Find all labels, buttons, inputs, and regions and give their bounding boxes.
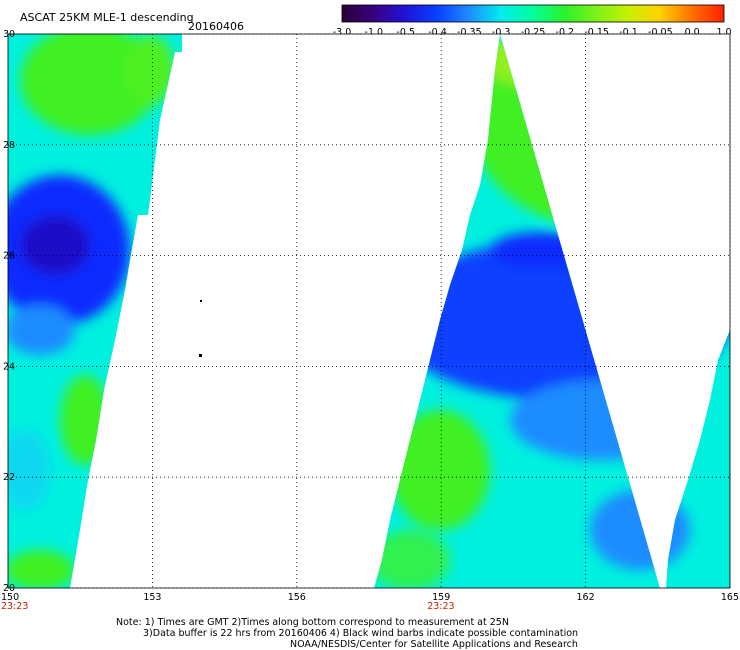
colorbar-tick-label: -0.35 xyxy=(457,27,482,38)
colorbar-tick-label: -0.4 xyxy=(428,27,447,38)
longitude-tick-label: 156 xyxy=(288,592,306,603)
colorbar-tick-label: -3.0 xyxy=(333,27,352,38)
latitude-tick-label: 26 xyxy=(3,251,15,262)
footer-note-2: 3)Data buffer is 22 hrs from 20160406 4)… xyxy=(143,628,578,639)
longitude-tick-labels: 150 153 156 159 162 165 xyxy=(1,592,739,603)
colorbar-tick-label: -0.2 xyxy=(556,27,575,38)
footer-credit: NOAA/NESDIS/Center for Satellite Applica… xyxy=(290,639,578,650)
colorbar-tick-label: -0.15 xyxy=(584,27,609,38)
pass-time-labels: 23:23 23:23 xyxy=(1,601,455,612)
colorbar-tick-label: 1.0 xyxy=(716,27,731,38)
latitude-tick-label: 20 xyxy=(3,583,15,594)
longitude-tick-label: 150 xyxy=(1,592,19,603)
colorbar-tick-label: -0.25 xyxy=(521,27,546,38)
chart-date: 20160406 xyxy=(188,20,244,33)
longitude-tick-label: 165 xyxy=(721,592,739,603)
longitude-tick-label: 159 xyxy=(432,592,450,603)
map-border xyxy=(7,33,731,589)
latitude-tick-label: 30 xyxy=(3,29,15,40)
longitude-tick-label: 153 xyxy=(143,592,161,603)
colorbar-labels: -3.0 -1.0 -0.5 -0.4 -0.35 -0.3 -0.25 -0.2 -0.15-… xyxy=(333,27,732,38)
chart-title: ASCAT 25KM MLE-1 descending xyxy=(20,11,194,24)
colorbar-tick-label: -1.0 xyxy=(365,27,384,38)
colorbar-tick-label: -0.5 xyxy=(396,27,415,38)
latitude-tick-label: 22 xyxy=(3,472,15,483)
footer-note-1: Note: 1) Times are GMT 2)Times along bot… xyxy=(116,617,509,628)
pass-time-label: 23:23 xyxy=(427,601,454,612)
latitude-tick-label: 24 xyxy=(3,361,15,372)
colorbar-tick-label: -0.05 xyxy=(648,27,673,38)
colorbar-tick-label: -0.3 xyxy=(492,27,511,38)
contamination-mark xyxy=(200,300,202,302)
contamination-mark xyxy=(199,354,202,357)
latitude-tick-labels: 30 28 26 24 22 20 xyxy=(3,29,15,594)
latitude-tick-label: 28 xyxy=(3,140,15,151)
longitude-tick-label: 162 xyxy=(577,592,595,603)
pass-time-label: 23:23 xyxy=(1,601,28,612)
colorbar xyxy=(341,4,725,23)
colorbar-tick-label: 0.0 xyxy=(685,27,700,38)
colorbar-tick-label: -0.1 xyxy=(619,27,638,38)
